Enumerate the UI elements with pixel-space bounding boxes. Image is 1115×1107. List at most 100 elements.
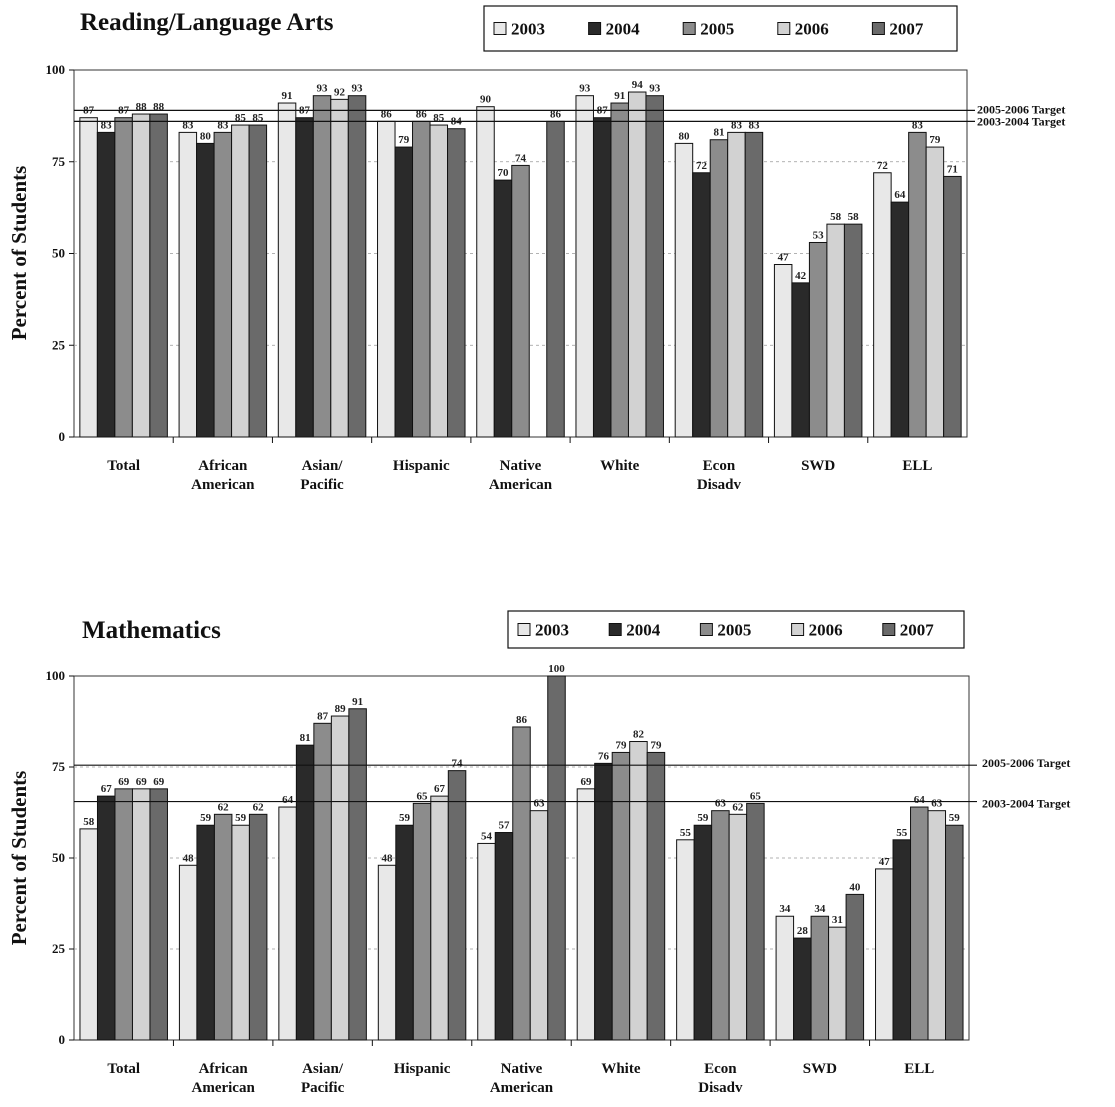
data-label: 59	[949, 812, 961, 824]
bar-2003	[873, 172, 892, 438]
bar-2005	[511, 164, 530, 438]
legend-swatch-2003	[493, 22, 507, 35]
chart-title: Reading/Language Arts	[80, 9, 334, 36]
data-label: 62	[253, 801, 265, 813]
bar-2003	[79, 828, 98, 1041]
data-label: 28	[797, 925, 809, 937]
bar-2005	[213, 813, 233, 1041]
bar-2005	[114, 117, 133, 438]
data-label: 83	[912, 119, 924, 131]
data-label: 63	[534, 798, 546, 810]
category-label: American	[191, 477, 255, 493]
bar-2004	[394, 146, 414, 438]
y-tick-label: 75	[52, 759, 66, 774]
data-label: 34	[814, 903, 826, 915]
data-label: 62	[218, 801, 230, 813]
bar-2006	[330, 98, 349, 438]
bar-2003	[178, 864, 198, 1041]
category-label: SWD	[801, 458, 835, 474]
data-label: 42	[795, 270, 807, 282]
bar-2007	[845, 893, 865, 1041]
legend: 2003 2004 2005 2006 2007	[507, 610, 965, 649]
bar-2004	[295, 117, 314, 438]
category-label: Asian/	[302, 458, 344, 474]
bar-2006	[627, 91, 647, 438]
data-label: 69	[136, 776, 148, 788]
bar-2004	[493, 179, 513, 438]
data-label: 59	[697, 812, 709, 824]
bar-2005	[512, 726, 531, 1041]
legend-swatch-2003	[517, 623, 531, 636]
data-label: 91	[614, 90, 625, 102]
data-label: 48	[183, 852, 195, 864]
bar-2003	[377, 120, 396, 438]
legend-swatch-2005	[699, 623, 713, 636]
y-tick-label: 25	[52, 337, 66, 352]
bar-2003	[476, 106, 495, 438]
bar-2006	[231, 124, 250, 438]
bar-2006	[925, 146, 945, 438]
legend-swatch-2007	[882, 623, 896, 636]
bar-2006	[429, 124, 449, 438]
bar-2003	[674, 142, 694, 438]
bar-2004	[693, 824, 713, 1041]
bar-2004	[890, 201, 910, 438]
data-label: 58	[830, 211, 842, 223]
data-label: 74	[452, 758, 464, 770]
bar-2006	[826, 223, 845, 438]
data-label: 93	[649, 83, 661, 95]
data-label: 58	[848, 211, 860, 223]
legend-label-2007: 2007	[900, 621, 935, 640]
legend-swatch-2005	[682, 22, 696, 35]
data-label: 90	[480, 94, 492, 106]
data-label: 63	[931, 798, 943, 810]
bar-2007	[447, 128, 466, 438]
category-label: Asian/	[302, 1061, 344, 1077]
bar-2007	[547, 675, 566, 1041]
data-label: 81	[300, 732, 311, 744]
bar-2003	[676, 839, 695, 1041]
legend-swatch-2006	[791, 623, 805, 636]
bar-2005	[808, 241, 828, 438]
bar-2006	[231, 824, 250, 1041]
data-label: 48	[382, 852, 394, 864]
category-label: Total	[107, 1061, 140, 1077]
category-label: African	[199, 1061, 249, 1077]
bar-2006	[131, 788, 151, 1041]
category-label: Econ	[703, 458, 736, 474]
legend-label-2005: 2005	[717, 621, 751, 640]
bar-2004	[494, 832, 514, 1041]
legend-label-2003: 2003	[511, 20, 545, 39]
bar-2005	[711, 810, 730, 1041]
chart-0: Reading/Language Arts 2003 2004 2005 2006 200…	[7, 5, 1065, 493]
y-axis-label: Percent of Students	[7, 166, 31, 341]
bar-2007	[149, 113, 168, 438]
bar-2004	[692, 172, 711, 438]
data-label: 79	[398, 134, 410, 146]
category-label: Pacific	[300, 477, 344, 493]
bar-2004	[892, 839, 912, 1041]
category-label: Hispanic	[393, 458, 450, 474]
bar-2005	[810, 915, 830, 1041]
data-label: 92	[334, 86, 346, 98]
bar-2003	[575, 95, 594, 438]
legend-label-2003: 2003	[535, 621, 569, 640]
data-label: 63	[715, 798, 727, 810]
bar-2004	[96, 795, 116, 1041]
bar-2007	[546, 120, 565, 438]
bar-2003	[477, 842, 496, 1041]
data-label: 47	[778, 252, 790, 264]
category-label: American	[490, 1080, 554, 1096]
data-label: 55	[896, 827, 908, 839]
data-label: 100	[548, 663, 565, 675]
chart-title: Mathematics	[82, 617, 221, 644]
data-label: 59	[235, 812, 247, 824]
data-label: 34	[779, 903, 791, 915]
y-tick-label: 25	[52, 941, 66, 956]
category-label: Native	[501, 1061, 543, 1077]
data-label: 72	[877, 160, 889, 172]
bar-2004	[196, 142, 215, 438]
data-label: 40	[849, 881, 861, 893]
bar-2007	[744, 131, 764, 438]
